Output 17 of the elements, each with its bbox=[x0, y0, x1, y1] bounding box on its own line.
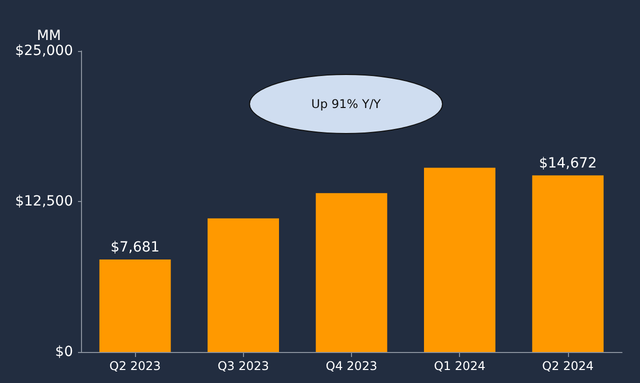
x-tick-label: Q4 2023 bbox=[326, 359, 378, 373]
x-tick-label: Q1 2024 bbox=[434, 359, 486, 373]
bar bbox=[99, 260, 171, 352]
y-tick-label: $0 bbox=[55, 344, 73, 360]
annotation: Up 91% Y/Y bbox=[311, 97, 381, 111]
bar bbox=[208, 218, 280, 352]
data-label: $7,681 bbox=[110, 240, 160, 256]
y-tick-label: $12,500 bbox=[15, 194, 73, 210]
x-tick-label: Q2 2024 bbox=[542, 359, 594, 373]
x-tick-label: Q3 2023 bbox=[218, 359, 270, 373]
y-axis-title: MM bbox=[36, 28, 61, 44]
x-tick-label: Q2 2023 bbox=[109, 359, 161, 373]
data-label: $14,672 bbox=[538, 155, 597, 172]
bar bbox=[532, 175, 604, 352]
bar bbox=[424, 168, 496, 352]
y-tick-label: $25,000 bbox=[15, 43, 73, 59]
bar bbox=[316, 193, 388, 352]
